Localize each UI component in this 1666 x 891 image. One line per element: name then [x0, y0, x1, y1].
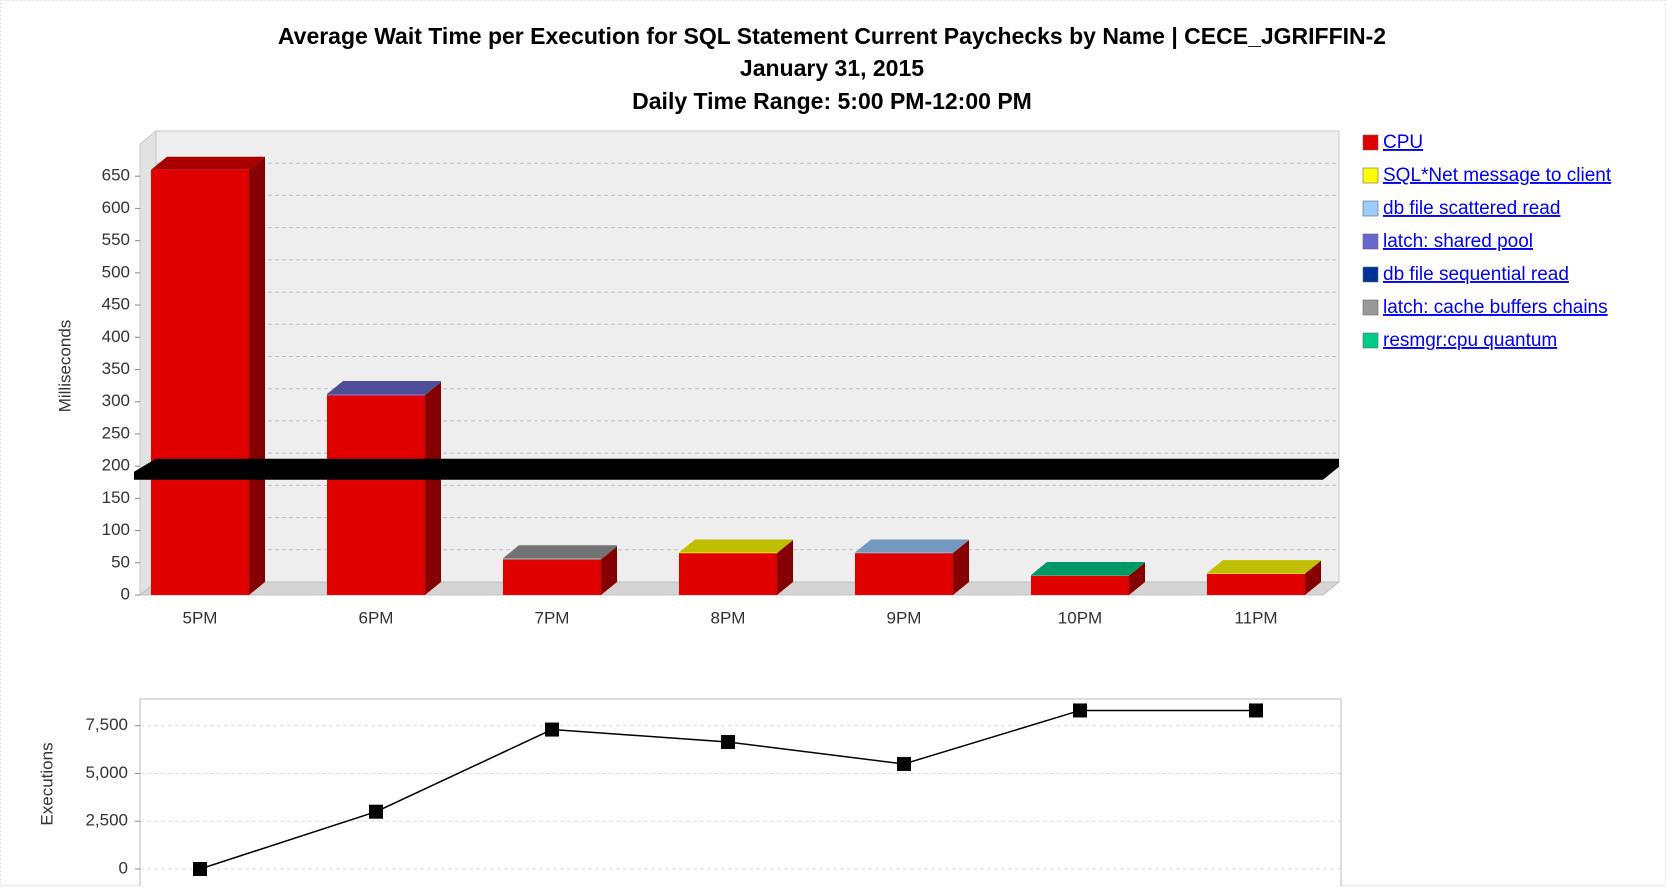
x-tick-label: 11PM	[1234, 608, 1277, 627]
legend-swatch	[1362, 134, 1379, 151]
x-tick-label: 5PM	[183, 608, 218, 627]
chart-subtitle: January 31, 2015	[740, 55, 924, 81]
bar-segment	[327, 395, 425, 595]
bar-top	[503, 545, 617, 559]
point	[193, 862, 207, 876]
bar-side	[953, 540, 969, 595]
y-tick-label: 600	[102, 198, 130, 217]
point	[1073, 703, 1087, 718]
legend-label[interactable]: latch: shared pool	[1383, 231, 1533, 252]
bar-segment	[679, 552, 777, 554]
bar-side	[425, 380, 441, 396]
legend-swatch	[1362, 332, 1379, 349]
y-tick-label: 50	[111, 552, 130, 571]
y-tick-label: 200	[102, 456, 130, 475]
y-tick-label: 400	[102, 327, 130, 346]
bar-segment	[855, 553, 953, 595]
x-tick-label: 7PM	[535, 608, 570, 627]
bar-side	[1129, 562, 1145, 595]
bar-segment	[503, 558, 601, 560]
bar-side	[1129, 562, 1145, 576]
legend-label[interactable]: resmgr:cpu quantum	[1383, 330, 1557, 351]
legend-swatch	[1362, 167, 1379, 184]
point	[1249, 703, 1263, 718]
bar-side	[953, 539, 969, 554]
bar-top	[679, 539, 793, 553]
legend-label[interactable]: db file scattered read	[1383, 198, 1560, 219]
bar-segment	[327, 393, 425, 396]
bar-side	[1305, 560, 1321, 595]
y-tick-label: 550	[102, 230, 130, 249]
y-tick-label: 5,000	[85, 763, 128, 782]
threshold	[134, 458, 1339, 480]
bar-side	[1305, 560, 1321, 574]
bar-top	[1031, 562, 1145, 576]
y-tick-label: 150	[102, 488, 130, 507]
y-axis-label: Executions	[37, 742, 56, 825]
point	[897, 756, 911, 771]
bar-segment	[1031, 575, 1129, 595]
chart-subtitle: Daily Time Range: 5:00 PM-12:00 PM	[632, 88, 1032, 114]
y-tick-label: 2,500	[85, 811, 128, 830]
plot-area	[139, 698, 1342, 889]
legend-label[interactable]: latch: cache buffers chains	[1383, 297, 1608, 318]
y-tick-label: 7,500	[85, 715, 128, 734]
bar-side	[249, 156, 265, 595]
bar-side	[601, 546, 617, 595]
y-tick-label: 500	[102, 262, 130, 281]
x-tick-label: 9PM	[887, 608, 922, 627]
x-tick-label: 8PM	[711, 608, 746, 627]
y-tick-label: 650	[102, 166, 130, 185]
bar-side	[777, 539, 793, 554]
legend-swatch	[1362, 266, 1379, 283]
y-tick-label: 0	[119, 858, 128, 877]
legend-label[interactable]: CPU	[1383, 132, 1423, 153]
bar-segment	[855, 552, 953, 554]
legend-swatch	[1362, 233, 1379, 250]
legend-label[interactable]: db file sequential read	[1383, 264, 1569, 285]
bar-segment	[151, 169, 249, 595]
y-tick-label: 250	[102, 423, 130, 442]
bar-segment	[1031, 575, 1129, 576]
point	[545, 722, 559, 737]
y-tick-label: 300	[102, 391, 130, 410]
legend-swatch	[1362, 200, 1379, 217]
bar-side	[425, 382, 441, 595]
chart-title: Average Wait Time per Execution for SQL …	[278, 23, 1386, 49]
bar-top	[327, 380, 441, 394]
y-axis-label: Milliseconds	[55, 320, 74, 413]
legend-swatch	[1362, 299, 1379, 316]
bar-segment	[679, 553, 777, 595]
bar-side	[601, 545, 617, 560]
y-tick-label: 450	[102, 295, 130, 314]
bar-top	[855, 539, 969, 553]
bar-segment	[1207, 573, 1305, 574]
point	[721, 734, 735, 749]
bar-segment	[503, 559, 601, 595]
y-tick-label: 100	[102, 520, 130, 539]
bar-top	[151, 156, 265, 170]
x-tick-label: 6PM	[359, 608, 394, 627]
legend-label[interactable]: SQL*Net message to client	[1383, 165, 1612, 186]
point	[369, 804, 383, 819]
y-tick-label: 350	[102, 359, 130, 378]
y-tick-label: 0	[121, 584, 130, 603]
bar-side	[777, 540, 793, 595]
bar-segment	[1207, 573, 1305, 595]
bar-top	[1207, 560, 1321, 574]
x-tick-label: 10PM	[1058, 608, 1102, 627]
